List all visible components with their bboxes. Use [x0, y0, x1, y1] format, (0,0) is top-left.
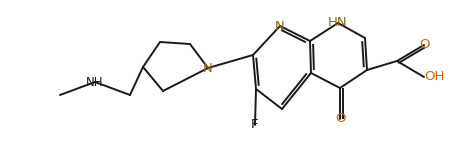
Text: N: N [203, 61, 213, 75]
Text: OH: OH [424, 71, 444, 83]
Text: O: O [335, 113, 345, 126]
Text: NH: NH [86, 75, 104, 89]
Text: HN: HN [328, 16, 348, 30]
Text: F: F [251, 118, 259, 132]
Text: N: N [275, 20, 285, 32]
Text: O: O [419, 38, 429, 51]
